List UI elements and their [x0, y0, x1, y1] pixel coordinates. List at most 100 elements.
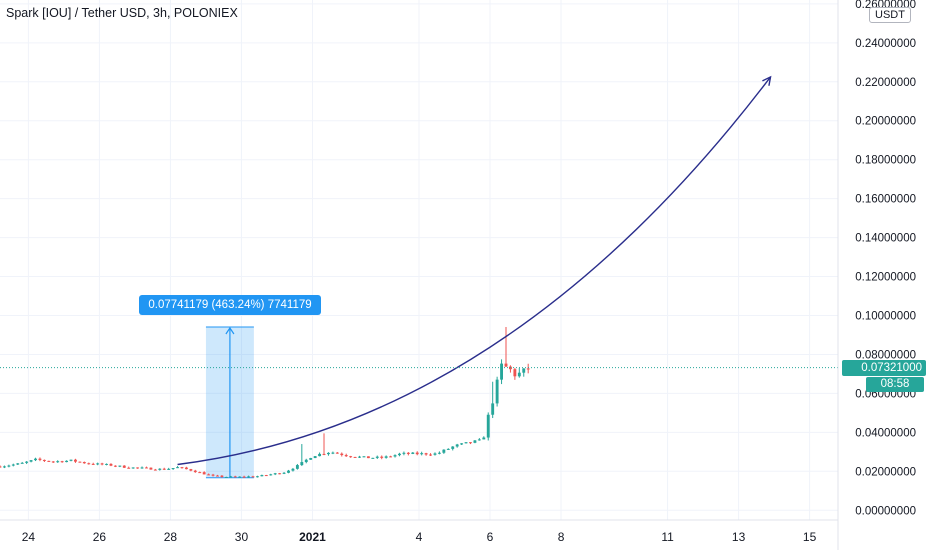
candle-body: [255, 476, 259, 478]
candle-body: [153, 469, 157, 471]
price-tick-label: 0.00000000: [855, 505, 916, 517]
candle-body: [0, 466, 2, 468]
time-tick-label: 24: [22, 530, 36, 544]
candle-body: [29, 460, 33, 462]
curve-path: [177, 76, 772, 466]
candle-body: [69, 459, 73, 461]
price-tick-label: 0.02000000: [855, 466, 916, 478]
candle-body: [189, 469, 193, 471]
candle-body: [282, 472, 286, 474]
price-axis[interactable]: 0.000000000.020000000.040000000.06000000…: [855, 0, 916, 517]
candle-body: [464, 442, 468, 444]
candle-body: [384, 456, 388, 458]
candle-body: [51, 461, 55, 463]
candle-body: [162, 468, 166, 470]
measure-arrow-head: [225, 326, 235, 335]
candle-body: [87, 463, 91, 465]
candle-body: [380, 456, 384, 458]
candle-body: [122, 465, 126, 468]
candle-body: [291, 468, 295, 471]
candle-body: [327, 452, 330, 455]
candle-body: [389, 456, 393, 458]
candle-body: [424, 453, 428, 455]
candle-body: [184, 467, 188, 470]
candle-body: [304, 459, 308, 463]
candle-body: [7, 465, 11, 467]
candle-body: [269, 474, 273, 476]
candle-body: [238, 476, 242, 478]
candle-body: [460, 443, 464, 445]
currency-label[interactable]: USDT: [869, 7, 911, 23]
countdown-tag: 08:58: [866, 376, 924, 392]
price-tick-label: 0.12000000: [855, 272, 916, 284]
candle-body: [11, 464, 15, 466]
candle-body: [429, 454, 432, 456]
candle-body: [437, 452, 441, 454]
price-tick-label: 0.16000000: [855, 194, 916, 206]
candle-body: [131, 467, 135, 469]
candle-body: [20, 462, 24, 464]
candle-body: [526, 368, 530, 370]
candle-body: [56, 461, 60, 463]
candle-body: [309, 458, 313, 460]
candle-body: [358, 456, 361, 458]
candle-body: [522, 368, 526, 373]
price-tick-label: 0.10000000: [855, 311, 916, 323]
candle-body: [442, 449, 446, 453]
candle-body: [229, 476, 233, 478]
candle-body: [65, 460, 69, 463]
candle-body: [145, 467, 148, 469]
price-tick-label: 0.04000000: [855, 427, 916, 439]
candle-body: [247, 476, 251, 478]
candle-body: [451, 446, 455, 449]
candle-body: [211, 474, 215, 476]
candle-body: [260, 475, 264, 477]
time-tick-label: 8: [558, 530, 565, 544]
candle-body: [295, 465, 299, 469]
candle-body: [469, 442, 472, 444]
candle-body: [176, 467, 179, 469]
candle-body: [100, 463, 104, 465]
candle-body: [38, 458, 42, 460]
candle-body: [362, 456, 366, 458]
candle-body: [224, 476, 228, 478]
candle-body: [335, 452, 339, 454]
candle-body: [402, 452, 406, 454]
candle-body: [109, 463, 113, 466]
candle-body: [495, 379, 499, 404]
candle-body: [202, 472, 206, 475]
candle-body: [504, 363, 508, 367]
measure-tool[interactable]: [205, 326, 254, 479]
candle-body: [113, 465, 117, 467]
candle-body: [60, 461, 64, 463]
candle-body: [500, 363, 503, 380]
candle-body: [42, 459, 46, 461]
price-tick-label: 0.18000000: [855, 155, 916, 167]
candle-body: [371, 457, 375, 459]
candle-body: [198, 472, 202, 474]
candle-body: [420, 453, 424, 455]
candlestick-series: [0, 326, 530, 478]
candle-body: [105, 463, 108, 465]
time-axis[interactable]: 24 26 28 30 2021 4 6 8 11 13 15: [22, 530, 817, 544]
candle-body: [82, 462, 86, 464]
candle-body: [278, 473, 282, 475]
projection-curve-arrow[interactable]: [177, 75, 772, 466]
candle-body: [149, 467, 153, 470]
candle-body: [127, 467, 131, 469]
candle-body: [331, 452, 335, 454]
price-tick-label: 0.22000000: [855, 77, 916, 89]
time-tick-label: 2021: [299, 530, 326, 544]
candle-body: [167, 468, 171, 470]
candle-body: [411, 452, 415, 454]
candle-body: [491, 403, 495, 415]
time-tick-label: 30: [235, 530, 249, 544]
candle-body: [313, 456, 317, 459]
time-tick-label: 15: [803, 530, 817, 544]
candle-body: [513, 369, 517, 377]
last-price-tag: 0.07321000: [842, 359, 926, 376]
price-tick-label: 0.26000000: [855, 0, 916, 11]
price-tick-label: 0.08000000: [855, 349, 916, 361]
time-tick-label: 13: [732, 530, 746, 544]
